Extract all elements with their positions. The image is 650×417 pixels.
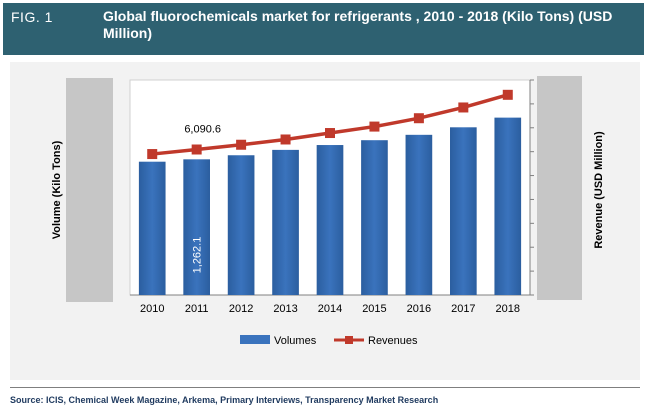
x-tick-label: 2011 xyxy=(185,303,209,315)
bar-volume-2012 xyxy=(227,155,255,295)
x-tick-label: 2016 xyxy=(407,303,431,315)
legend: Volumes Revenues xyxy=(240,335,418,347)
revenue-marker-2015 xyxy=(369,121,380,132)
left-axis-box xyxy=(66,78,113,302)
x-tick-label: 2014 xyxy=(318,303,342,315)
right-axis-box xyxy=(537,76,582,300)
figure-label: FIG. 1 xyxy=(11,9,53,25)
revenue-line-group xyxy=(147,89,513,160)
x-tick-label: 2015 xyxy=(362,303,386,315)
y-axis-label: Volume (Kilo Tons) xyxy=(51,140,63,239)
revenue-marker-2017 xyxy=(458,102,469,113)
legend-label-revenues: Revenues xyxy=(368,335,418,347)
legend-swatch-revenues-marker xyxy=(345,336,353,344)
revenue-marker-2014 xyxy=(325,128,335,139)
x-tick-label: 2012 xyxy=(229,303,253,315)
bar-volume-2016 xyxy=(405,134,433,295)
data-labels: 1,262.1 6,090.6 xyxy=(184,124,221,274)
bar-volume-2011 xyxy=(183,159,210,295)
bar-volume-2014 xyxy=(316,145,344,295)
figure-header: FIG. 1 Global fluorochemicals market for… xyxy=(3,3,644,55)
x-tick-label: 2017 xyxy=(451,303,475,315)
revenue-marker-2018 xyxy=(502,89,513,100)
revenue-marker-2013 xyxy=(280,134,291,145)
legend-swatch-volumes xyxy=(240,335,270,344)
data-label-volume: 1,262.1 xyxy=(192,237,204,274)
revenue-marker-2010 xyxy=(147,149,158,160)
source-note: Source: ICIS, Chemical Week Magazine, Ar… xyxy=(10,395,439,405)
bar-volume-2015 xyxy=(361,140,388,295)
bars-group xyxy=(138,117,522,295)
chart-title: Global fluorochemicals market for refrig… xyxy=(103,8,613,41)
bar-volume-2017 xyxy=(450,127,477,295)
revenue-marker-2012 xyxy=(236,139,247,150)
x-tick-label: 2010 xyxy=(140,303,164,315)
data-label-revenue: 6,090.6 xyxy=(184,124,221,136)
y2-axis-label: Revenue (USD Million) xyxy=(593,131,605,249)
bar-volume-2010 xyxy=(138,161,166,295)
x-tick-label: 2018 xyxy=(496,303,520,315)
legend-label-volumes: Volumes xyxy=(274,335,317,347)
bar-volume-2018 xyxy=(494,117,522,295)
bar-volume-2013 xyxy=(272,149,299,295)
panel-divider xyxy=(10,387,640,388)
x-tick-label: 2013 xyxy=(273,303,297,315)
revenue-marker-2011 xyxy=(191,144,202,155)
x-tick-labels: 2010 2011 2012 2013 2014 2015 2016 2017 2018 xyxy=(140,303,520,315)
revenue-marker-2016 xyxy=(413,113,424,124)
